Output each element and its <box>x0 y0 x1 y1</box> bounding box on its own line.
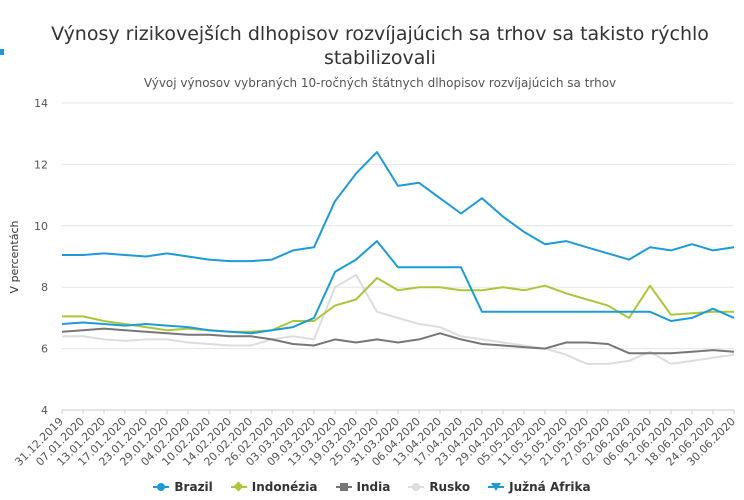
y-axis-label: V percentách <box>8 221 21 294</box>
y-tick-label: 6 <box>41 343 48 356</box>
y-tick-label: 12 <box>34 158 48 171</box>
series-line-3 <box>61 327 735 355</box>
circle-marker-icon <box>408 482 425 492</box>
legend-item[interactable]: Brazil <box>153 480 213 494</box>
series-line-4 <box>62 273 735 365</box>
triangle-marker-icon <box>488 482 505 492</box>
chart-subtitle: Vývoj výnosov vybraných 10-ročných štátn… <box>143 76 617 90</box>
series-line-5 <box>62 151 735 263</box>
legend-item[interactable]: Rusko <box>408 480 470 494</box>
line-chart: V percentách 46810121431.12.201907.01.20… <box>8 97 738 469</box>
legend-item[interactable]: Južná Afrika <box>488 480 591 494</box>
y-tick-label: 14 <box>34 97 48 110</box>
accent-bar <box>0 49 4 55</box>
square-marker-icon <box>335 482 352 492</box>
series-line-1 <box>61 240 735 335</box>
chart-title: Výnosy rizikovejších dlhopisov rozvíjajú… <box>51 23 709 69</box>
series-line-2 <box>62 277 734 333</box>
legend-item[interactable]: India <box>335 480 391 494</box>
legend-label: India <box>356 480 391 494</box>
chart-legend: Brazil Indonézia India Rusko Južná Afrika <box>0 480 744 494</box>
legend-label: Južná Afrika <box>509 480 591 494</box>
y-tick-label: 4 <box>41 404 48 417</box>
y-tick-label: 8 <box>41 281 48 294</box>
diamond-marker-icon <box>230 481 247 492</box>
legend-item[interactable]: Indonézia <box>230 480 318 494</box>
legend-label: Rusko <box>429 480 471 494</box>
circle-marker-icon <box>153 482 170 492</box>
legend-label: Brazil <box>174 480 213 494</box>
y-tick-label: 10 <box>34 220 48 233</box>
legend-label: Indonézia <box>251 480 318 494</box>
